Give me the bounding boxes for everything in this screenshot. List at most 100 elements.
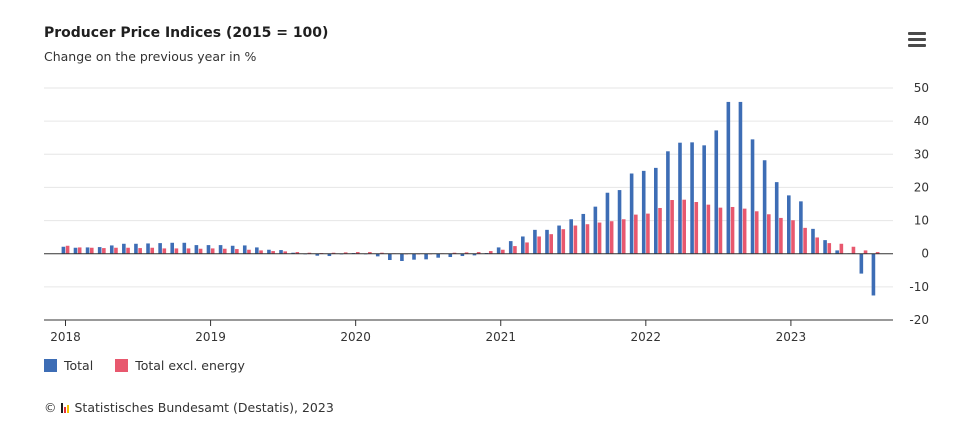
y-tick-label: -20 xyxy=(909,313,929,327)
bar-excl-energy xyxy=(89,247,94,254)
bar-total xyxy=(545,229,549,254)
credits: © Statistisches Bundesamt (Destatis), 20… xyxy=(44,400,334,415)
bar-total xyxy=(230,245,235,254)
legend-item-total-excl-energy[interactable]: Total excl. energy xyxy=(115,358,245,373)
bar-excl-energy xyxy=(863,250,868,254)
bar-excl-energy xyxy=(464,252,469,254)
bar-excl-energy xyxy=(597,222,602,254)
bar-total xyxy=(835,250,839,254)
chart-subtitle: Change on the previous year in % xyxy=(44,49,257,64)
chart-legend: Total Total excl. energy xyxy=(44,358,245,373)
bar-total xyxy=(569,219,573,254)
bar-total xyxy=(218,245,223,254)
bar-total xyxy=(472,253,477,256)
bar-excl-energy xyxy=(839,243,844,254)
bar-excl-energy xyxy=(875,252,880,254)
bar-excl-energy xyxy=(368,252,372,254)
bar-total xyxy=(388,253,392,261)
bar-excl-energy xyxy=(174,248,179,254)
bar-excl-energy xyxy=(670,200,674,254)
bar-excl-energy xyxy=(513,246,517,254)
bar-total xyxy=(279,250,283,254)
bar-total xyxy=(738,101,743,254)
bar-excl-energy xyxy=(525,242,529,254)
bar-total xyxy=(182,242,187,254)
bar-total xyxy=(412,253,416,260)
bar-excl-energy xyxy=(126,247,130,254)
bar-total xyxy=(629,173,634,254)
bar-excl-energy xyxy=(706,204,711,254)
bar-total xyxy=(134,243,138,254)
bar-excl-energy xyxy=(295,252,300,254)
bar-total xyxy=(327,253,332,257)
bar-excl-energy xyxy=(754,211,759,254)
bar-total xyxy=(73,247,78,254)
copyright-symbol: © xyxy=(44,400,57,415)
bar-total xyxy=(871,253,876,296)
legend-swatch-total xyxy=(44,359,57,372)
bar-total xyxy=(400,253,404,261)
bar-total xyxy=(267,249,271,254)
bar-total xyxy=(557,225,561,254)
bar-total xyxy=(158,243,162,254)
legend-label-total-excl-energy: Total excl. energy xyxy=(135,358,245,373)
bar-excl-energy xyxy=(803,227,807,254)
bar-excl-energy xyxy=(549,234,553,254)
bar-excl-energy xyxy=(815,237,819,254)
y-tick-label: 20 xyxy=(914,180,929,194)
bar-total xyxy=(448,253,453,258)
x-tick-label: 2021 xyxy=(485,330,516,344)
bar-total xyxy=(206,245,211,254)
bar-excl-energy xyxy=(247,249,251,254)
bar-excl-energy xyxy=(259,250,263,254)
bar-total xyxy=(424,253,428,260)
hamburger-menu-icon[interactable] xyxy=(908,32,928,48)
bar-total xyxy=(666,151,670,254)
bar-excl-energy xyxy=(621,219,626,254)
bar-total xyxy=(521,236,525,254)
x-tick-label: 2019 xyxy=(195,330,226,344)
bar-excl-energy xyxy=(646,213,650,254)
bar-total xyxy=(787,195,791,254)
bar-total xyxy=(641,170,646,254)
bar-total xyxy=(122,243,126,254)
bar-total xyxy=(97,247,102,254)
bar-excl-energy xyxy=(114,247,118,254)
bar-excl-energy xyxy=(501,249,505,254)
bar-excl-energy xyxy=(730,206,735,254)
bar-excl-energy xyxy=(682,199,686,254)
destatis-logo-icon xyxy=(60,402,69,413)
bar-total xyxy=(170,242,175,254)
credits-text: Statistisches Bundesamt (Destatis), 2023 xyxy=(74,400,334,415)
bar-total xyxy=(460,253,465,257)
bar-excl-energy xyxy=(283,251,288,254)
bar-excl-energy xyxy=(585,224,590,254)
bar-excl-energy xyxy=(827,243,832,254)
bar-excl-energy xyxy=(573,225,578,254)
bar-total xyxy=(726,101,731,254)
bar-excl-energy xyxy=(150,247,155,254)
bar-excl-energy xyxy=(851,246,856,254)
y-tick-label: -10 xyxy=(909,280,929,294)
bar-total xyxy=(109,245,114,254)
bar-total xyxy=(823,240,827,254)
bar-total xyxy=(774,182,779,254)
bar-total xyxy=(242,245,247,254)
bar-excl-energy xyxy=(609,221,614,254)
bar-total xyxy=(581,213,586,254)
x-tick-label: 2022 xyxy=(631,330,662,344)
y-tick-label: 30 xyxy=(914,147,929,161)
bar-total xyxy=(750,139,755,254)
bar-excl-energy xyxy=(210,248,215,254)
bar-excl-energy xyxy=(476,252,481,254)
bar-total xyxy=(617,190,622,254)
bar-total xyxy=(508,241,513,254)
bar-total xyxy=(702,145,706,254)
x-tick-label: 2023 xyxy=(776,330,807,344)
bar-total xyxy=(255,247,259,254)
bar-excl-energy xyxy=(65,245,70,254)
bar-excl-energy xyxy=(355,252,360,254)
bar-excl-energy xyxy=(138,248,142,254)
legend-item-total[interactable]: Total xyxy=(44,358,93,373)
